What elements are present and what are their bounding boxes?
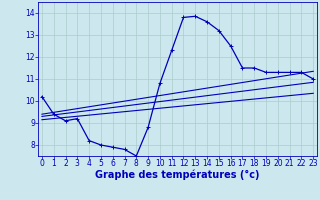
X-axis label: Graphe des températures (°c): Graphe des températures (°c) bbox=[95, 170, 260, 180]
